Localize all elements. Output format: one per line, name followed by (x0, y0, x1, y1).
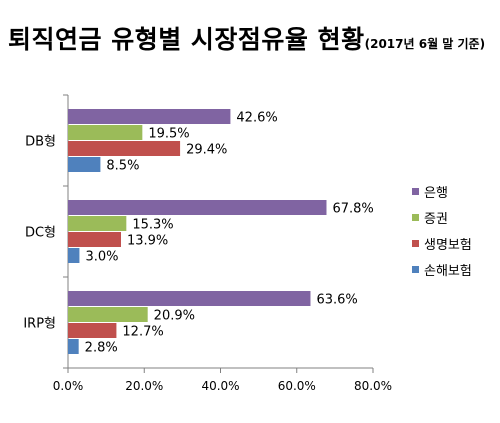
bar-data-label: 8.5% (106, 159, 139, 174)
bar (68, 125, 143, 140)
value-axis-tick-label: 80.0% (354, 379, 392, 393)
legend-label: 은행 (424, 185, 448, 201)
bar (68, 307, 148, 322)
category-label: DB형 (25, 135, 56, 150)
bar-data-label: 42.6% (236, 111, 277, 126)
chart-title-block: 퇴직연금 유형별 시장점유율 현황(2017년 6월 말 기준) (8, 20, 485, 56)
bar-data-label: 13.9% (127, 234, 168, 249)
legend-label: 손해보험 (424, 264, 472, 279)
bar-data-label: 20.9% (154, 309, 195, 324)
chart-subtitle: (2017년 6월 말 기준) (364, 37, 486, 51)
legend-label: 생명보험 (424, 238, 472, 253)
bar (68, 232, 121, 247)
value-axis-tick-label: 0.0% (53, 379, 84, 393)
chart-title: 퇴직연금 유형별 시장점유율 현황 (8, 25, 365, 54)
legend-swatch (412, 266, 419, 273)
bar-data-label: 3.0% (85, 250, 118, 265)
bar (68, 248, 80, 263)
value-axis-tick-label: 60.0% (278, 379, 316, 393)
category-label: IRP형 (23, 317, 56, 332)
bar-data-label: 15.3% (132, 218, 173, 233)
legend-label: 증권 (424, 212, 448, 227)
bar (68, 339, 79, 354)
legend-swatch (412, 240, 419, 247)
bar (68, 109, 231, 124)
bar-data-label: 2.8% (85, 341, 118, 356)
category-label: DC형 (25, 226, 56, 241)
bar-data-label: 29.4% (186, 143, 227, 158)
bar (68, 291, 311, 306)
bar (68, 200, 327, 215)
bar (68, 141, 181, 156)
bar (68, 323, 117, 338)
value-axis-tick-label: 20.0% (125, 379, 163, 393)
bar-data-label: 67.8% (332, 202, 373, 217)
bar-data-label: 12.7% (122, 325, 163, 340)
bar (68, 157, 101, 172)
bar (68, 216, 127, 231)
value-axis-tick-label: 40.0% (201, 379, 239, 393)
bar-data-label: 63.6% (316, 293, 357, 308)
bar-data-label: 19.5% (148, 127, 189, 142)
legend-swatch (412, 188, 419, 195)
legend-swatch (412, 214, 419, 221)
